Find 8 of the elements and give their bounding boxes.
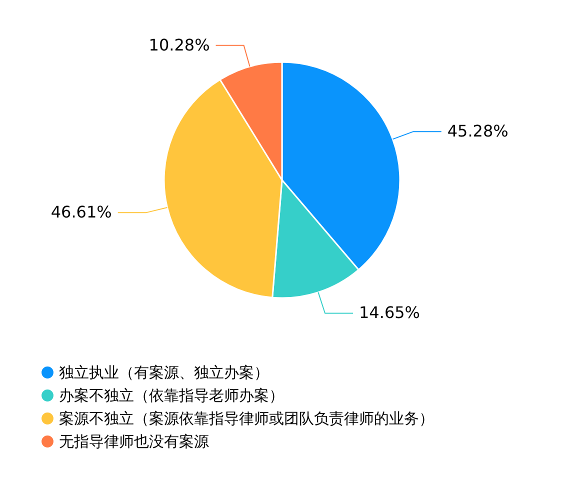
data-label: 46.61% [50,202,112,222]
legend-label: 无指导律师也没有案源 [59,432,209,450]
data-label: 14.65% [359,303,420,322]
legend-label: 办案不独立（依靠指导老师办案） [59,386,284,404]
legend-label: 独立执业（有案源、独立办案） [59,364,269,382]
legend-label: 案源不独立（案源依靠指导律师或团队负责律师的业务） [59,410,434,428]
data-label: 10.28% [148,35,210,54]
data-label: 45.28% [447,122,508,141]
